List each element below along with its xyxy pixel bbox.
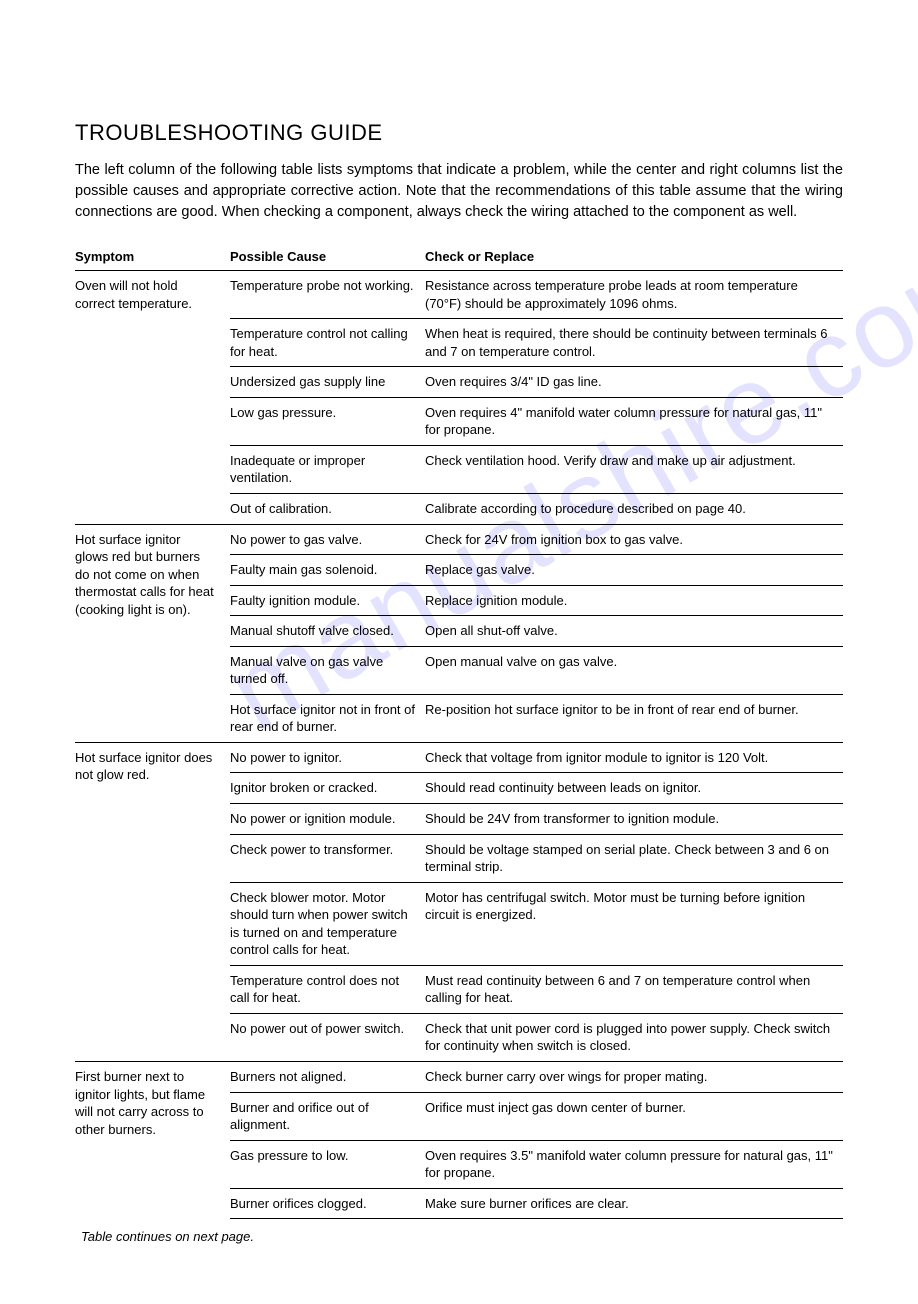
cause-cell: Burner orifices clogged. bbox=[230, 1188, 425, 1219]
check-cell: Oven requires 3/4" ID gas line. bbox=[425, 367, 843, 398]
cause-cell: Ignitor broken or cracked. bbox=[230, 773, 425, 804]
check-cell: Motor has centrifugal switch. Motor must… bbox=[425, 882, 843, 965]
check-cell: Calibrate according to procedure describ… bbox=[425, 493, 843, 524]
intro-paragraph: The left column of the following table l… bbox=[75, 160, 843, 223]
cause-cell: Check blower motor. Motor should turn wh… bbox=[230, 882, 425, 965]
table-row: Hot surface ignitor does not glow red.No… bbox=[75, 742, 843, 773]
cause-cell: Hot surface ignitor not in front of rear… bbox=[230, 694, 425, 742]
cause-cell: Temperature control does not call for he… bbox=[230, 965, 425, 1013]
page-content: TROUBLESHOOTING GUIDE The left column of… bbox=[75, 120, 843, 1244]
check-cell: Oven requires 3.5" manifold water column… bbox=[425, 1140, 843, 1188]
cause-cell: Temperature probe not working. bbox=[230, 271, 425, 319]
check-cell: Check burner carry over wings for proper… bbox=[425, 1062, 843, 1093]
cause-cell: Burner and orifice out of alignment. bbox=[230, 1092, 425, 1140]
table-row: First burner next to ignitor lights, but… bbox=[75, 1062, 843, 1093]
check-cell: Replace gas valve. bbox=[425, 555, 843, 586]
cause-cell: Temperature control not calling for heat… bbox=[230, 319, 425, 367]
cause-cell: Manual valve on gas valve turned off. bbox=[230, 646, 425, 694]
cause-cell: No power to ignitor. bbox=[230, 742, 425, 773]
troubleshooting-table: Symptom Possible Cause Check or Replace … bbox=[75, 243, 843, 1219]
check-cell: Should read continuity between leads on … bbox=[425, 773, 843, 804]
check-cell: Check that voltage from ignitor module t… bbox=[425, 742, 843, 773]
cause-cell: No power or ignition module. bbox=[230, 803, 425, 834]
check-cell: Re-position hot surface ignitor to be in… bbox=[425, 694, 843, 742]
column-header-symptom: Symptom bbox=[75, 243, 230, 271]
cause-cell: Faulty main gas solenoid. bbox=[230, 555, 425, 586]
check-cell: Resistance across temperature probe lead… bbox=[425, 271, 843, 319]
check-cell: Check ventilation hood. Verify draw and … bbox=[425, 445, 843, 493]
check-cell: Make sure burner orifices are clear. bbox=[425, 1188, 843, 1219]
column-header-check: Check or Replace bbox=[425, 243, 843, 271]
check-cell: When heat is required, there should be c… bbox=[425, 319, 843, 367]
cause-cell: Inadequate or improper ventilation. bbox=[230, 445, 425, 493]
check-cell: Replace ignition module. bbox=[425, 585, 843, 616]
cause-cell: Manual shutoff valve closed. bbox=[230, 616, 425, 647]
table-row: Hot surface ignitor glows red but burner… bbox=[75, 524, 843, 555]
cause-cell: Faulty ignition module. bbox=[230, 585, 425, 616]
cause-cell: Undersized gas supply line bbox=[230, 367, 425, 398]
cause-cell: No power out of power switch. bbox=[230, 1013, 425, 1061]
page-title: TROUBLESHOOTING GUIDE bbox=[75, 120, 843, 146]
table-row: Oven will not hold correct temperature.T… bbox=[75, 271, 843, 319]
symptom-cell: Hot surface ignitor does not glow red. bbox=[75, 742, 230, 1061]
symptom-cell: Hot surface ignitor glows red but burner… bbox=[75, 524, 230, 742]
symptom-cell: Oven will not hold correct temperature. bbox=[75, 271, 230, 524]
cause-cell: Gas pressure to low. bbox=[230, 1140, 425, 1188]
cause-cell: Check power to transformer. bbox=[230, 834, 425, 882]
cause-cell: Low gas pressure. bbox=[230, 397, 425, 445]
check-cell: Should be 24V from transformer to igniti… bbox=[425, 803, 843, 834]
cause-cell: No power to gas valve. bbox=[230, 524, 425, 555]
column-header-cause: Possible Cause bbox=[230, 243, 425, 271]
check-cell: Should be voltage stamped on serial plat… bbox=[425, 834, 843, 882]
cause-cell: Out of calibration. bbox=[230, 493, 425, 524]
table-footnote: Table continues on next page. bbox=[75, 1229, 843, 1244]
check-cell: Orifice must inject gas down center of b… bbox=[425, 1092, 843, 1140]
check-cell: Check for 24V from ignition box to gas v… bbox=[425, 524, 843, 555]
check-cell: Open manual valve on gas valve. bbox=[425, 646, 843, 694]
symptom-cell: First burner next to ignitor lights, but… bbox=[75, 1062, 230, 1219]
check-cell: Must read continuity between 6 and 7 on … bbox=[425, 965, 843, 1013]
cause-cell: Burners not aligned. bbox=[230, 1062, 425, 1093]
check-cell: Oven requires 4" manifold water column p… bbox=[425, 397, 843, 445]
check-cell: Open all shut-off valve. bbox=[425, 616, 843, 647]
check-cell: Check that unit power cord is plugged in… bbox=[425, 1013, 843, 1061]
table-body: Oven will not hold correct temperature.T… bbox=[75, 271, 843, 1219]
